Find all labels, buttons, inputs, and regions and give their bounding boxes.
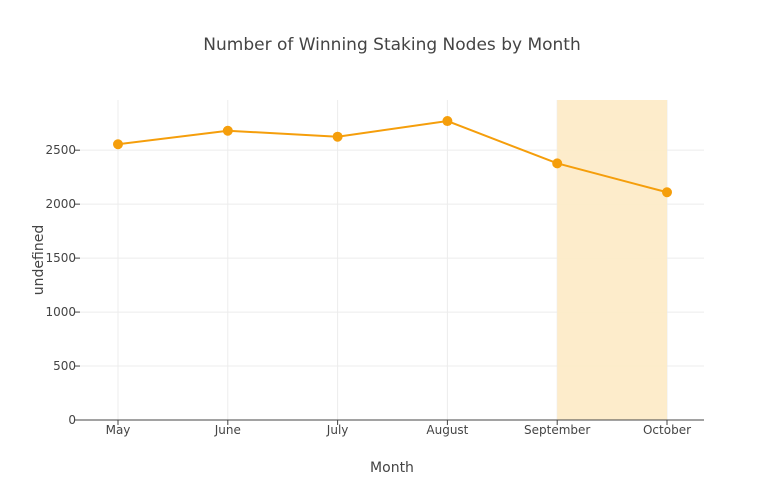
series-layer <box>113 116 672 198</box>
y-tick-label: 1000 <box>45 305 76 319</box>
x-tick-label: June <box>214 423 241 437</box>
x-axis-title: Month <box>370 460 414 476</box>
y-tick-label: 0 <box>68 413 76 427</box>
data-point[interactable] <box>552 158 563 169</box>
y-axis-title: undefined <box>31 225 47 295</box>
y-tick-label: 2500 <box>45 143 76 157</box>
highlight-region <box>557 100 667 420</box>
data-point[interactable] <box>113 139 123 150</box>
y-tick-label: 500 <box>53 359 76 373</box>
chart-title: Number of Winning Staking Nodes by Month <box>203 35 580 55</box>
y-tick-label: 1500 <box>45 251 76 265</box>
x-tick-label: October <box>643 423 691 437</box>
x-tick-label: May <box>106 423 131 437</box>
y-tick-label: 2000 <box>45 197 76 211</box>
data-point[interactable] <box>442 116 453 127</box>
highlight-band <box>557 100 667 420</box>
data-point[interactable] <box>332 131 343 142</box>
data-point[interactable] <box>662 187 672 198</box>
tick-labels: May June July August September October 0 500 100… <box>45 143 691 437</box>
x-tick-label: September <box>524 423 590 437</box>
series-line <box>117 120 668 194</box>
x-tick-label: August <box>426 423 468 437</box>
data-point[interactable] <box>222 125 233 136</box>
axes <box>75 149 704 425</box>
x-tick-label: July <box>326 423 349 437</box>
